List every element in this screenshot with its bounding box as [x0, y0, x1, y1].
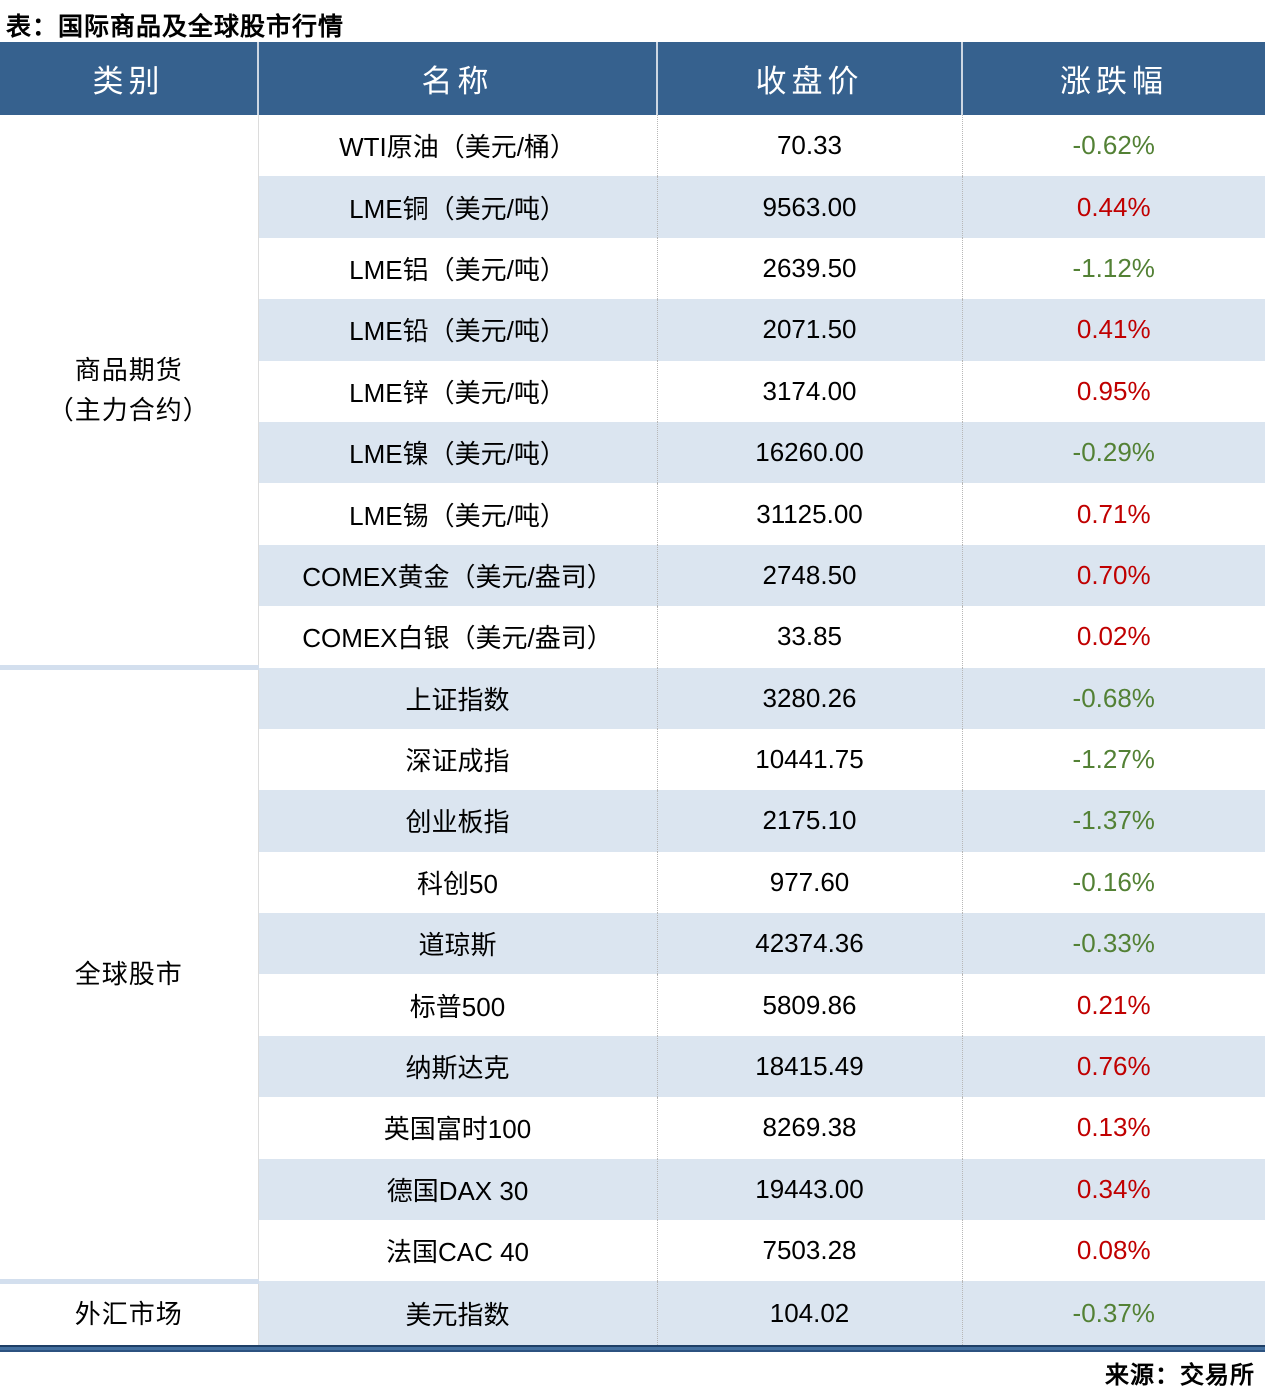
table-row: LME铝（美元/吨） 2639.50 -1.12%	[0, 237, 1265, 300]
table-row: LME铜（美元/吨） 9563.00 0.44%	[0, 176, 1265, 238]
table-row: COMEX黄金（美元/盎司） 2748.50 0.70%	[0, 544, 1265, 607]
column-header-0: 类别	[0, 42, 258, 115]
change-cell: -1.27%	[961, 728, 1265, 791]
close-cell: 2175.10	[656, 790, 962, 852]
table-row: 英国富时100 8269.38 0.13%	[0, 1097, 1265, 1159]
change-cell: -1.12%	[961, 237, 1265, 300]
category-cell: 外汇市场	[0, 1278, 258, 1346]
close-cell: 7503.28	[656, 1220, 962, 1282]
name-cell: 德国DAX 30	[257, 1158, 657, 1221]
close-cell: 16260.00	[656, 421, 962, 484]
table-row: LME铅（美元/吨） 2071.50 0.41%	[0, 299, 1265, 361]
name-cell: 科创50	[257, 851, 657, 914]
change-cell: -0.68%	[961, 667, 1265, 729]
change-cell: 0.21%	[961, 974, 1265, 1036]
close-cell: 70.33	[656, 115, 962, 177]
name-cell: LME锡（美元/吨）	[257, 483, 657, 545]
change-cell: -1.37%	[961, 790, 1265, 852]
table-row: LME镍（美元/吨） 16260.00 -0.29%	[0, 421, 1265, 484]
column-header-3: 涨跌幅	[961, 42, 1265, 115]
close-cell: 2639.50	[656, 237, 962, 300]
category-cell: 全球股市	[0, 665, 258, 1282]
name-cell: 美元指数	[257, 1281, 657, 1346]
close-cell: 3174.00	[656, 360, 962, 422]
name-cell: 法国CAC 40	[257, 1220, 657, 1282]
close-cell: 9563.00	[656, 176, 962, 238]
change-cell: 0.95%	[961, 360, 1265, 422]
close-cell: 5809.86	[656, 974, 962, 1036]
change-cell: -0.33%	[961, 913, 1265, 975]
name-cell: COMEX黄金（美元/盎司）	[257, 544, 657, 607]
name-cell: LME铝（美元/吨）	[257, 237, 657, 300]
change-cell: 0.76%	[961, 1035, 1265, 1098]
name-cell: LME铜（美元/吨）	[257, 176, 657, 238]
change-cell: -0.16%	[961, 851, 1265, 914]
name-cell: 上证指数	[257, 667, 657, 729]
name-cell: WTI原油（美元/桶）	[257, 115, 657, 177]
table-row: 深证成指 10441.75 -1.27%	[0, 728, 1265, 791]
close-cell: 31125.00	[656, 483, 962, 545]
change-cell: 0.70%	[961, 544, 1265, 607]
market-table: 类别 名称 收盘价 涨跌幅 商品期货 （主力合约） WTI原油（美元/桶） 70.33 -0.…	[0, 42, 1265, 1346]
change-cell: 0.71%	[961, 483, 1265, 545]
table-row: LME锡（美元/吨） 31125.00 0.71%	[0, 483, 1265, 545]
name-cell: 标普500	[257, 974, 657, 1036]
table-row: 纳斯达克 18415.49 0.76%	[0, 1035, 1265, 1098]
close-cell: 2071.50	[656, 299, 962, 361]
change-cell: 0.13%	[961, 1097, 1265, 1159]
change-cell: 0.44%	[961, 176, 1265, 238]
table-row: LME锌（美元/吨） 3174.00 0.95%	[0, 360, 1265, 422]
close-cell: 10441.75	[656, 728, 962, 791]
name-cell: 道琼斯	[257, 913, 657, 975]
header-row: 类别 名称 收盘价 涨跌幅	[0, 42, 1265, 115]
table-row: 法国CAC 40 7503.28 0.08%	[0, 1220, 1265, 1282]
table-row: 科创50 977.60 -0.16%	[0, 851, 1265, 914]
table-row: 标普500 5809.86 0.21%	[0, 974, 1265, 1036]
close-cell: 2748.50	[656, 544, 962, 607]
table-bottom-border	[0, 1345, 1265, 1353]
table-row: 外汇市场 美元指数 104.02 -0.37%	[0, 1278, 1265, 1346]
page-title: 表：国际商品及全球股市行情	[6, 13, 345, 41]
close-cell: 977.60	[656, 851, 962, 914]
column-header-2: 收盘价	[656, 42, 962, 115]
name-cell: LME锌（美元/吨）	[257, 360, 657, 422]
name-cell: LME镍（美元/吨）	[257, 421, 657, 484]
change-cell: -0.29%	[961, 421, 1265, 484]
name-cell: LME铅（美元/吨）	[257, 299, 657, 361]
table-body: 商品期货 （主力合约） WTI原油（美元/桶） 70.33 -0.62% LME铜（美元/…	[0, 115, 1265, 1346]
table-row: 商品期货 （主力合约） WTI原油（美元/桶） 70.33 -0.62%	[0, 115, 1265, 668]
source-note: 来源：交易所	[1105, 1362, 1255, 1390]
table-row: COMEX白银（美元/盎司） 33.85 0.02%	[0, 606, 1265, 668]
name-cell: 纳斯达克	[257, 1035, 657, 1098]
name-cell: COMEX白银（美元/盎司）	[257, 606, 657, 668]
change-cell: 0.02%	[961, 606, 1265, 668]
change-cell: -0.37%	[961, 1281, 1265, 1346]
table-row: 道琼斯 42374.36 -0.33%	[0, 913, 1265, 975]
name-cell: 英国富时100	[257, 1097, 657, 1159]
name-cell: 创业板指	[257, 790, 657, 852]
table-row: 全球股市 上证指数 3280.26 -0.68%	[0, 665, 1265, 1282]
column-header-1: 名称	[257, 42, 657, 115]
close-cell: 18415.49	[656, 1035, 962, 1098]
close-cell: 8269.38	[656, 1097, 962, 1159]
change-cell: 0.08%	[961, 1220, 1265, 1282]
close-cell: 42374.36	[656, 913, 962, 975]
close-cell: 33.85	[656, 606, 962, 668]
close-cell: 104.02	[656, 1281, 962, 1346]
change-cell: 0.34%	[961, 1158, 1265, 1221]
category-cell: 商品期货 （主力合约）	[0, 115, 258, 668]
change-cell: -0.62%	[961, 115, 1265, 177]
name-cell: 深证成指	[257, 728, 657, 791]
change-cell: 0.41%	[961, 299, 1265, 361]
table-row: 创业板指 2175.10 -1.37%	[0, 790, 1265, 852]
close-cell: 3280.26	[656, 667, 962, 729]
close-cell: 19443.00	[656, 1158, 962, 1221]
table-row: 德国DAX 30 19443.00 0.34%	[0, 1158, 1265, 1221]
